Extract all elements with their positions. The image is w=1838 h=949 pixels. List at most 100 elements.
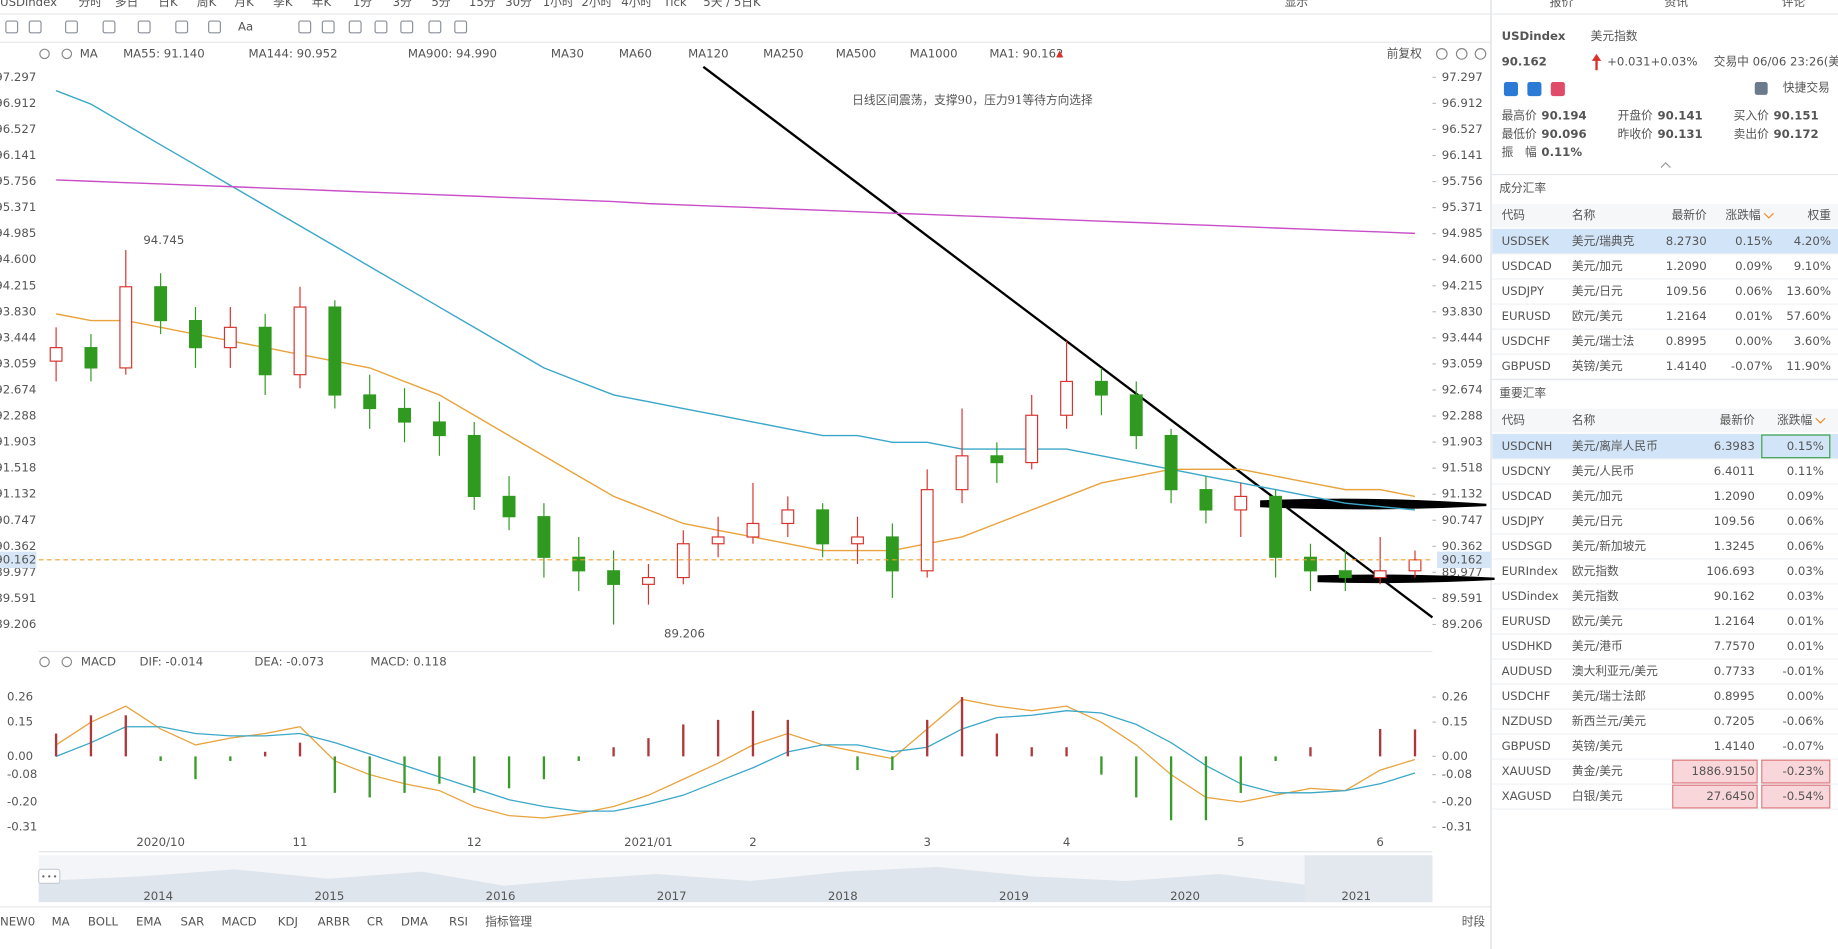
table-cell[interactable]: USDCNY: [1502, 464, 1552, 478]
indicator-button[interactable]: MA: [52, 915, 70, 929]
tool-icon[interactable]: [400, 20, 414, 34]
table-cell[interactable]: 英镑/美元: [1572, 359, 1623, 373]
table-cell[interactable]: 英镑/美元: [1572, 739, 1623, 753]
table-cell[interactable]: EURIndex: [1502, 564, 1558, 578]
table-cell[interactable]: 美元/瑞士法: [1572, 334, 1634, 348]
legend-entry-inactive[interactable]: MA120: [688, 46, 728, 60]
table-cell[interactable]: 欧元/美元: [1572, 614, 1623, 628]
legend-entry[interactable]: MA144: 90.952: [249, 46, 338, 60]
tool-icon[interactable]: [208, 20, 221, 34]
chart-control[interactable]: [1474, 48, 1487, 60]
table-cell[interactable]: 美元/日元: [1572, 284, 1623, 298]
legend-entry-inactive[interactable]: MA30: [551, 46, 584, 60]
table-cell[interactable]: 美元指数: [1572, 589, 1619, 603]
tool-icon[interactable]: [28, 20, 42, 34]
tool-icon[interactable]: [137, 20, 151, 34]
period-tab[interactable]: 月K: [234, 0, 254, 9]
table-cell[interactable]: GBPUSD: [1502, 359, 1551, 373]
table-cell[interactable]: GBPUSD: [1502, 739, 1551, 753]
chart-control[interactable]: [1435, 48, 1448, 60]
table-cell[interactable]: USDJPY: [1502, 284, 1545, 298]
indicator-button[interactable]: SAR: [181, 915, 205, 929]
table-cell[interactable]: 美元/瑞典克: [1572, 234, 1635, 248]
table-cell[interactable]: 美元/加元: [1572, 259, 1623, 273]
period-tab[interactable]: 年K: [312, 0, 332, 9]
table-cell[interactable]: USDindex: [1502, 589, 1559, 603]
period-tab[interactable]: 4小时: [621, 0, 652, 9]
indicator-button[interactable]: MACD: [222, 915, 257, 929]
period-tab[interactable]: 30分: [505, 0, 532, 9]
table-cell[interactable]: XAGUSD: [1502, 789, 1552, 803]
indicator-name[interactable]: MA: [80, 46, 98, 60]
indicator-button[interactable]: ARBR: [318, 915, 350, 929]
indicator-button[interactable]: NEW0: [0, 915, 35, 929]
period-tab[interactable]: 5天 / 5日K: [703, 0, 761, 9]
symbol-tab[interactable]: USDindex: [0, 0, 57, 9]
indicator-name[interactable]: MACD: [81, 654, 116, 668]
table-header[interactable]: 名称: [1572, 208, 1596, 222]
table-cell[interactable]: 白银/美元: [1572, 789, 1623, 803]
table-cell[interactable]: USDCHF: [1502, 334, 1551, 348]
settings-icon[interactable]: [61, 656, 73, 668]
alert-icon[interactable]: [1754, 82, 1768, 95]
tool-icon[interactable]: [175, 20, 189, 34]
legend-entry-inactive[interactable]: MA500: [836, 46, 876, 60]
table-cell[interactable]: 美元/港币: [1572, 639, 1623, 653]
collapse-chevron[interactable]: [1660, 162, 1671, 168]
indicator-button[interactable]: DMA: [401, 915, 428, 929]
table-cell[interactable]: 美元/新加坡元: [1572, 539, 1646, 553]
legend-entry[interactable]: MA900: 94.990: [408, 46, 497, 60]
period-tab[interactable]: 日K: [158, 0, 178, 9]
table-cell[interactable]: USDCAD: [1502, 259, 1552, 273]
legend-entry[interactable]: DIF: -0.014: [139, 654, 203, 668]
table-cell[interactable]: NZDUSD: [1502, 714, 1553, 728]
tool-icon[interactable]: [65, 20, 78, 34]
legend-entry-inactive[interactable]: MA1000: [910, 46, 958, 60]
legend-entry-inactive[interactable]: MA60: [619, 46, 652, 60]
table-header[interactable]: 最新价: [1720, 413, 1755, 427]
period-tab[interactable]: 分时: [79, 0, 103, 9]
table-cell[interactable]: 澳大利亚元/美元: [1572, 664, 1658, 678]
table-cell[interactable]: USDHKD: [1502, 639, 1553, 653]
table-cell[interactable]: USDCNH: [1502, 439, 1553, 453]
resistance-drawing[interactable]: [1260, 498, 1487, 510]
panel-tab[interactable]: 报价: [1550, 0, 1574, 9]
text-tool[interactable]: Aa: [238, 19, 253, 33]
table-cell[interactable]: USDSGD: [1502, 539, 1553, 553]
table-cell[interactable]: EURUSD: [1502, 614, 1551, 628]
legend-entry[interactable]: DEA: -0.073: [254, 654, 324, 668]
period-button[interactable]: 时段: [1462, 915, 1486, 929]
table-cell[interactable]: 美元/人民币: [1572, 464, 1634, 478]
period-tab[interactable]: 15分: [469, 0, 496, 9]
indicator-button[interactable]: CR: [367, 915, 383, 929]
quote-icon[interactable]: [1550, 82, 1565, 97]
trade-button[interactable]: 快捷交易: [1783, 80, 1830, 94]
table-header[interactable]: 涨跌幅: [1726, 208, 1761, 222]
legend-entry[interactable]: MACD: 0.118: [370, 654, 446, 668]
chart-control[interactable]: [1455, 48, 1468, 60]
table-cell[interactable]: 美元/瑞士法郎: [1572, 689, 1646, 703]
table-header[interactable]: 权重: [1808, 208, 1832, 222]
tool-icon[interactable]: [374, 20, 388, 34]
table-cell[interactable]: AUDUSD: [1502, 664, 1553, 678]
table-cell[interactable]: EURUSD: [1502, 309, 1551, 323]
table-cell[interactable]: 美元/离岸人民币: [1572, 439, 1658, 453]
trend-line-drawing[interactable]: [702, 65, 1434, 619]
table-header[interactable]: 涨跌幅: [1777, 413, 1812, 427]
tool-icon[interactable]: [454, 20, 468, 34]
indicator-button[interactable]: BOLL: [88, 915, 119, 929]
period-tab[interactable]: 3分: [393, 0, 412, 9]
panel-tab[interactable]: 资讯: [1665, 0, 1689, 9]
tool-icon[interactable]: [298, 20, 312, 34]
table-cell[interactable]: USDJPY: [1502, 514, 1545, 528]
display-menu[interactable]: 显示: [1285, 0, 1308, 9]
indicator-button[interactable]: EMA: [136, 915, 162, 929]
legend-entry[interactable]: MA1: 90.162: [989, 46, 1063, 60]
quote-icon[interactable]: [1503, 82, 1518, 97]
table-header[interactable]: 代码: [1502, 208, 1525, 222]
tool-icon[interactable]: [348, 20, 362, 34]
table-cell[interactable]: USDCAD: [1502, 489, 1552, 503]
table-cell[interactable]: 新西兰元/美元: [1572, 714, 1646, 728]
table-cell[interactable]: 美元/加元: [1572, 489, 1623, 503]
settings-icon[interactable]: [39, 48, 50, 60]
